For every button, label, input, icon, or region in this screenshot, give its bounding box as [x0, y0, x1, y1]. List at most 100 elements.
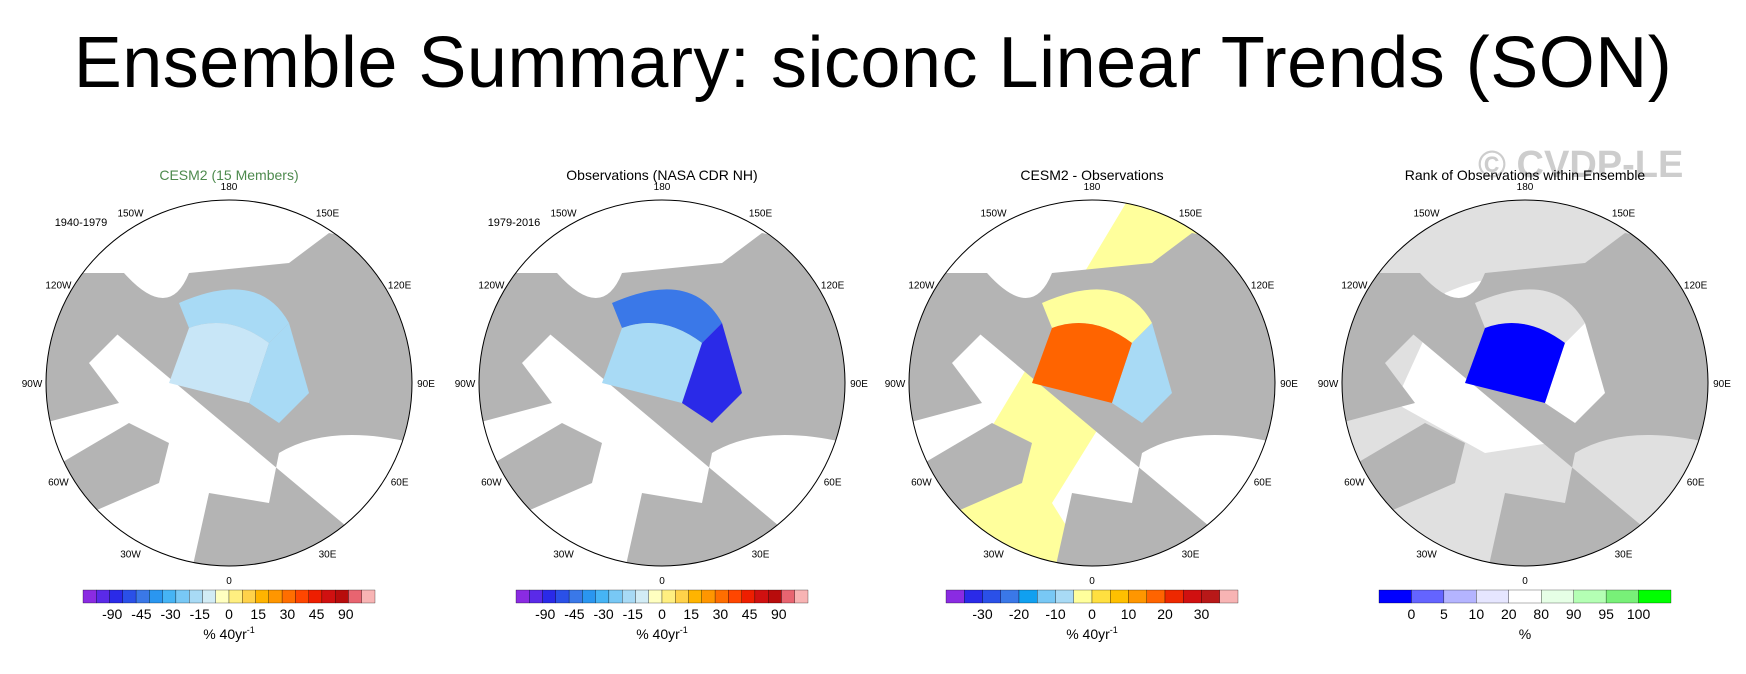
- colorbar-tick-label: 10: [1121, 606, 1137, 622]
- lon-label: 90E: [1713, 379, 1731, 390]
- lon-label: 120W: [478, 281, 505, 292]
- colorbar-cell: [529, 589, 543, 604]
- map-disk: [909, 200, 1275, 566]
- colorbar-cell: [1378, 589, 1412, 604]
- lon-label: 0: [659, 576, 665, 587]
- colorbar-cell: [321, 589, 336, 604]
- colorbar-cell: [622, 589, 636, 604]
- colorbar-cell: [595, 589, 610, 604]
- colorbar-tick-label: -15: [190, 606, 210, 622]
- land-eurasia: [909, 233, 1275, 566]
- map-border: [478, 199, 846, 567]
- lon-label: 120E: [1251, 281, 1275, 292]
- period-label: 1940-1979: [55, 217, 108, 229]
- colorbar-cell: [109, 589, 123, 604]
- colorbar-cell: [542, 589, 556, 604]
- colorbar-cell: [1476, 589, 1509, 604]
- colorbar-label-exponent: -1: [680, 625, 688, 635]
- trend-band-pacific: [612, 289, 722, 343]
- colorbar-cell: [122, 589, 137, 604]
- lon-label: 180: [221, 182, 238, 193]
- land-north-america: [1342, 273, 1425, 423]
- colorbar-cell: [1037, 589, 1056, 604]
- colorbar-tick-label: 0: [658, 606, 666, 622]
- lon-label: 90W: [1318, 379, 1339, 390]
- lon-label: 150W: [980, 208, 1007, 219]
- colorbar-cell: [728, 589, 742, 604]
- colorbar-cell: [1146, 589, 1166, 604]
- lon-label: 90E: [850, 379, 868, 390]
- colorbar-cell: [688, 589, 702, 604]
- colorbar-cell: [964, 589, 983, 604]
- lon-label: 60E: [824, 478, 842, 489]
- colorbar-tick-label: -20: [1009, 606, 1029, 622]
- colorbar-cell: [175, 589, 190, 604]
- colorbar-cell: [1128, 589, 1147, 604]
- lon-label: 30W: [553, 550, 574, 561]
- colorbar-label-main: % 40yr: [636, 626, 680, 642]
- colorbar-label: %: [1519, 626, 1531, 642]
- colorbar-cell: [242, 589, 256, 604]
- map-disk: [46, 200, 412, 566]
- lon-label: 180: [1084, 182, 1101, 193]
- colorbar-label-main: % 40yr: [1066, 626, 1110, 642]
- colorbar-tick-label: -30: [972, 606, 992, 622]
- lon-label: 0: [1522, 576, 1528, 587]
- colorbar-cell: [1091, 589, 1111, 604]
- map-disk: [479, 200, 845, 566]
- colorbar-cell: [1018, 589, 1038, 604]
- lon-label: 150E: [1179, 208, 1203, 219]
- colorbar-cell: [1573, 589, 1607, 604]
- colorbar-cell: [635, 589, 649, 604]
- panel-title: Rank of Observations within Ensemble: [1405, 167, 1646, 183]
- colorbar-cell: [295, 589, 309, 604]
- colorbar-cell: [582, 589, 596, 604]
- colorbar-tick-label: -10: [1045, 606, 1065, 622]
- colorbar-tick-label: 30: [713, 606, 729, 622]
- lon-label: 120W: [1341, 281, 1368, 292]
- lon-label: 150E: [1612, 208, 1636, 219]
- colorbar-tick-label: 15: [250, 606, 266, 622]
- map-disk: [1342, 200, 1708, 566]
- colorbar-label-exponent: -1: [1110, 625, 1118, 635]
- lon-label: 150W: [550, 208, 577, 219]
- colorbar-cell: [754, 589, 769, 604]
- lon-label: 180: [654, 182, 671, 193]
- colorbar-cell: [1055, 589, 1074, 604]
- colorbar-cell: [1183, 589, 1202, 604]
- lon-label: 60W: [911, 478, 932, 489]
- colorbar-cell: [982, 589, 1001, 604]
- colorbar-tick-label: -45: [564, 606, 584, 622]
- land-north-america: [479, 273, 562, 423]
- trend-band-pacific: [1042, 289, 1152, 343]
- watermark: © CVDP-LE: [1478, 144, 1684, 186]
- trend-band-central: [169, 323, 269, 403]
- colorbar-cell: [768, 589, 782, 604]
- colorbar-cell: [661, 589, 676, 604]
- map-border: [908, 199, 1276, 567]
- colorbar-cell: [308, 589, 323, 604]
- colorbar-cell: [268, 589, 283, 604]
- colorbar-cell: [701, 589, 716, 604]
- colorbar-cell: [648, 589, 663, 604]
- land-eurasia: [46, 233, 412, 566]
- colorbar-tick-label: 90: [771, 606, 787, 622]
- lon-label: 90E: [417, 379, 435, 390]
- colorbar-cell: [714, 589, 729, 604]
- panel-title: CESM2 (15 Members): [159, 167, 298, 183]
- lon-label: 150W: [1413, 208, 1440, 219]
- lon-label: 60W: [48, 478, 69, 489]
- colorbar-tick-label: 90: [338, 606, 354, 622]
- map-border: [1341, 199, 1709, 567]
- colorbar-tick-label: 45: [309, 606, 325, 622]
- colorbar-cell: [255, 589, 269, 604]
- lon-label: 60W: [1344, 478, 1365, 489]
- colorbar-tick-label: 10: [1469, 606, 1485, 622]
- lon-label: 120E: [821, 281, 845, 292]
- colorbar-cell: [1110, 589, 1129, 604]
- land-north-america: [909, 273, 992, 423]
- colorbar-cell: [1219, 589, 1239, 604]
- colorbar-cell: [82, 589, 97, 604]
- map-panel-2: Observations (NASA CDR NH) 1979-2016 180 15…: [455, 167, 869, 642]
